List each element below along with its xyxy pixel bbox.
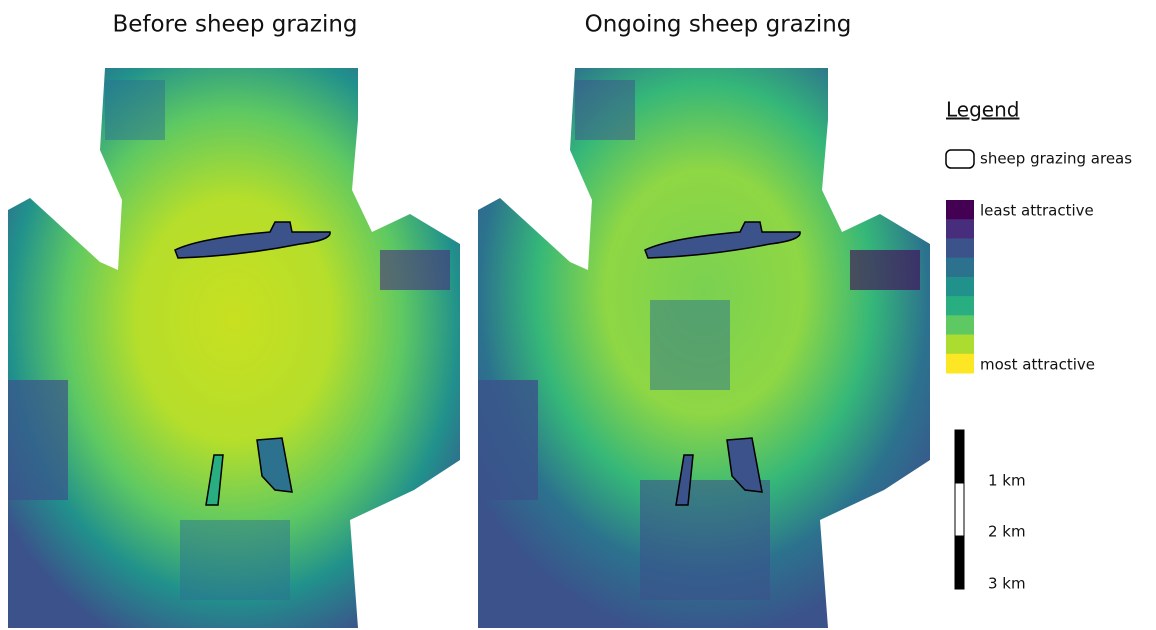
color-swatch: [946, 258, 974, 278]
scale-bar: 1 km 2 km 3 km: [955, 430, 1026, 593]
color-swatch: [946, 238, 974, 258]
color-swatch: [946, 354, 974, 374]
outline-swatch: [946, 150, 974, 168]
panel-title: Ongoing sheep grazing: [585, 12, 852, 38]
high-label: most attractive: [980, 356, 1095, 374]
map-before: [8, 68, 460, 628]
low-label: least attractive: [980, 202, 1094, 220]
color-swatch: [946, 219, 974, 239]
color-swatch: [946, 277, 974, 297]
scale-label: 3 km: [988, 575, 1026, 593]
scale-label: 2 km: [988, 523, 1026, 541]
legend-title: Legend: [946, 98, 1019, 122]
legend: Legend sheep grazing areas least attract…: [946, 98, 1132, 374]
panel-title: Before sheep grazing: [112, 12, 357, 38]
outline-label: sheep grazing areas: [980, 150, 1132, 168]
color-swatch: [946, 335, 974, 355]
color-swatch: [946, 315, 974, 335]
color-scale: [946, 200, 974, 374]
figure: Before sheep grazing Ongoing sheep grazi…: [0, 0, 1156, 630]
scale-label: 1 km: [988, 472, 1026, 490]
color-swatch: [946, 296, 974, 316]
map-ongoing: [478, 68, 930, 628]
color-swatch: [946, 200, 974, 220]
